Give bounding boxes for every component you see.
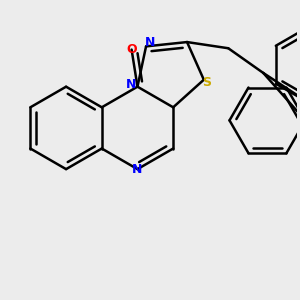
Text: S: S bbox=[202, 76, 211, 88]
Text: N: N bbox=[126, 78, 136, 91]
Text: O: O bbox=[126, 43, 137, 56]
Text: N: N bbox=[144, 36, 155, 49]
Text: N: N bbox=[132, 163, 143, 176]
